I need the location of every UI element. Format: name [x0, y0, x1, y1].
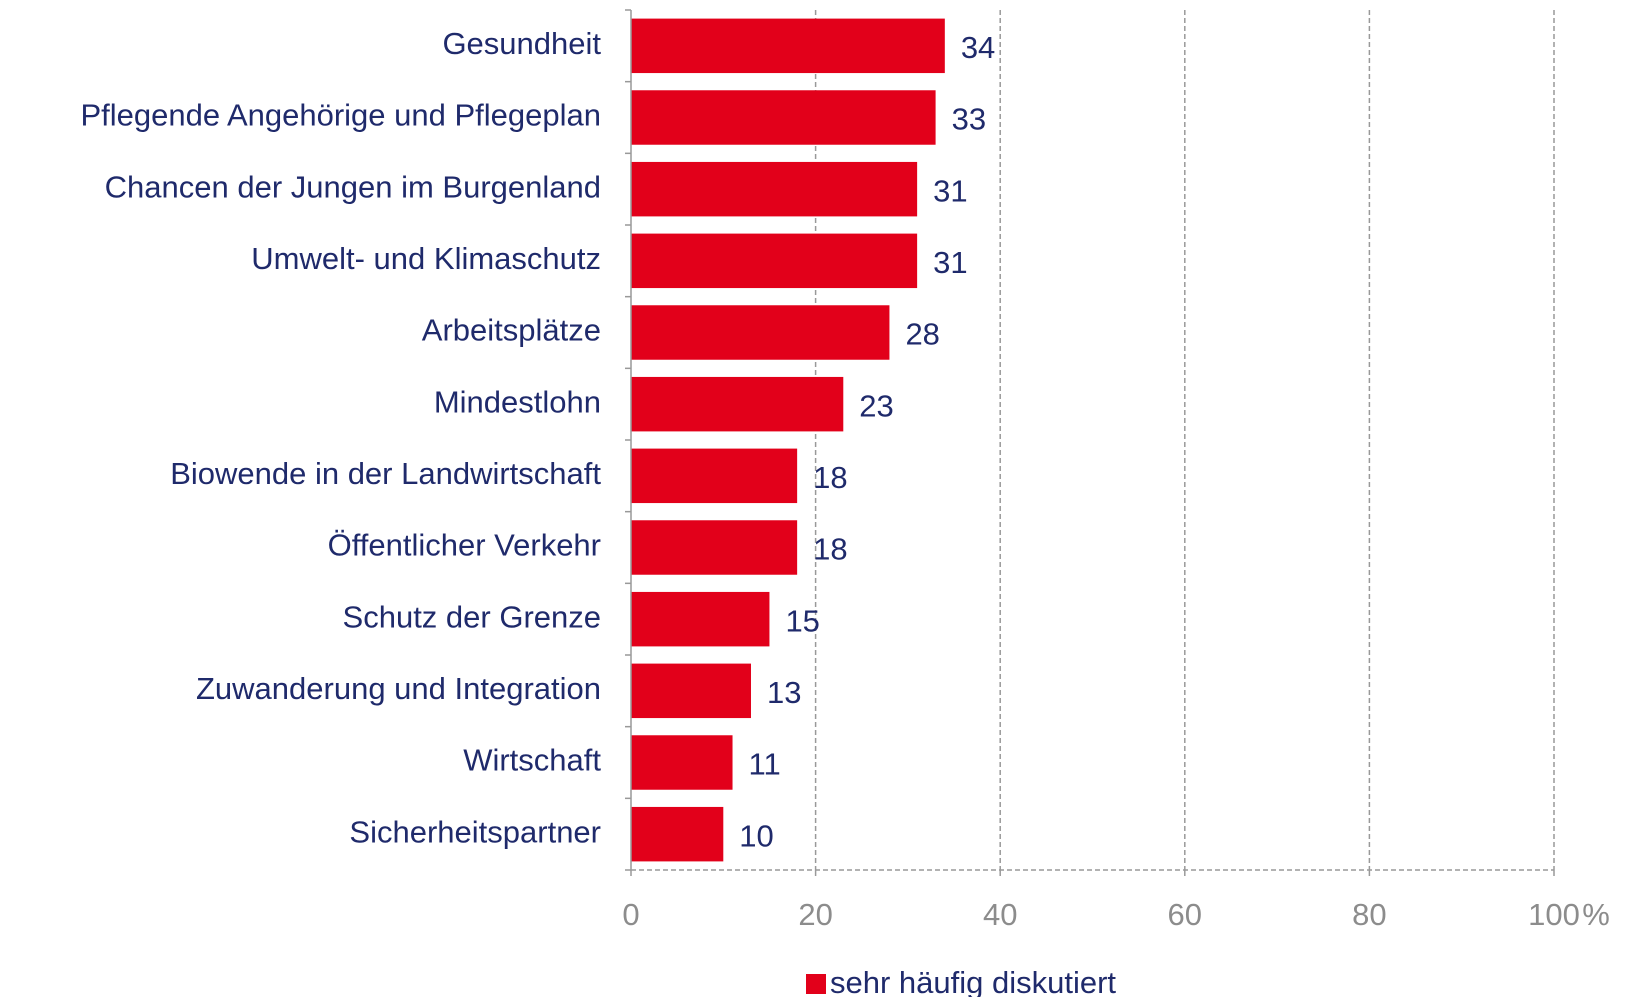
legend-label: sehr häufig diskutiert [830, 965, 1116, 997]
legend-swatch [806, 974, 826, 994]
y-tick-label: Umwelt- und Klimaschutz [251, 241, 601, 276]
y-tick-label: Öffentlicher Verkehr [328, 528, 601, 563]
y-tick-label: Chancen der Jungen im Burgenland [105, 169, 601, 204]
bar [631, 806, 724, 862]
value-label: 28 [905, 317, 939, 352]
x-axis-unit: % [1582, 897, 1610, 932]
bar [631, 161, 918, 217]
bar [631, 233, 918, 289]
y-tick-label: Biowende in der Landwirtschaft [170, 456, 601, 491]
value-label: 18 [813, 460, 847, 495]
y-tick-label: Pflegende Angehörige und Pflegeplan [80, 98, 601, 133]
value-label: 23 [859, 388, 893, 423]
bar [631, 735, 733, 790]
value-label: 13 [767, 675, 801, 710]
y-tick-label: Wirtschaft [463, 743, 601, 778]
x-tick-label: 40 [983, 897, 1017, 932]
bar [631, 305, 890, 360]
value-label: 31 [933, 245, 967, 280]
y-tick-label: Sicherheitspartner [349, 814, 601, 849]
x-tick-label: 80 [1352, 897, 1386, 932]
x-tick-label: 60 [1168, 897, 1202, 932]
y-tick-label: Zuwanderung und Integration [196, 671, 601, 706]
value-label: 33 [952, 102, 986, 137]
bar [631, 520, 798, 575]
value-label: 11 [749, 747, 781, 782]
bar [631, 90, 936, 145]
x-tick-label: 20 [798, 897, 832, 932]
bar [631, 376, 844, 432]
bar [631, 18, 945, 74]
bar [631, 448, 798, 504]
y-tick-label: Arbeitsplätze [422, 313, 601, 348]
bar [631, 591, 770, 647]
y-tick-label: Gesundheit [442, 26, 601, 61]
value-label: 18 [813, 532, 847, 567]
y-tick-label: Schutz der Grenze [343, 599, 601, 634]
value-label: 10 [739, 818, 773, 853]
bar [631, 663, 751, 719]
x-tick-label: 0 [622, 897, 639, 932]
value-label: 31 [933, 173, 967, 208]
value-label: 15 [785, 603, 819, 638]
y-tick-label: Mindestlohn [434, 384, 601, 419]
x-tick-label: 100 [1528, 897, 1580, 932]
value-label: 34 [961, 30, 995, 65]
